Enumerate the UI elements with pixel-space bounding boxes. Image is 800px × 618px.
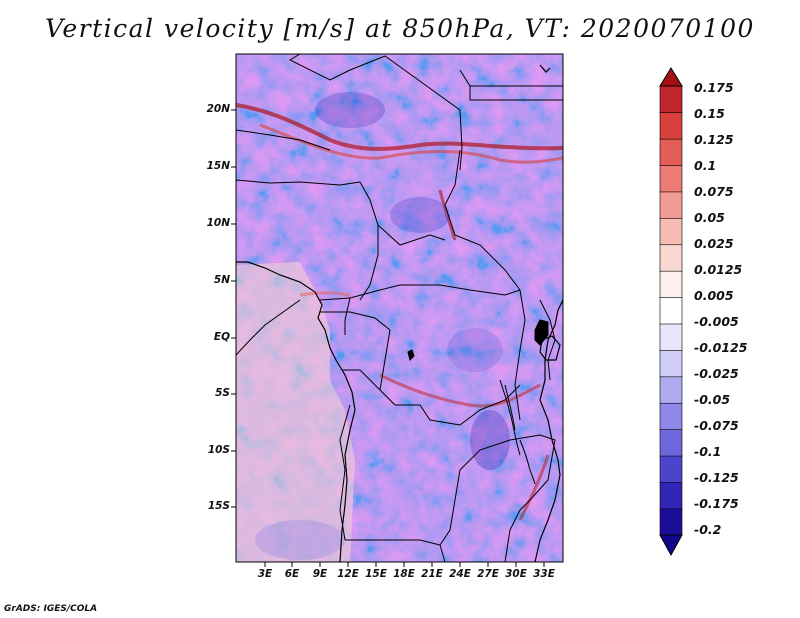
colorbar-segment <box>659 85 683 114</box>
y-tick-label-10n: 10N <box>206 217 230 229</box>
x-tick-label-12e: 12E <box>337 568 359 580</box>
colorbar-label: 0.125 <box>694 132 734 147</box>
colorbar-label: -0.005 <box>694 314 739 329</box>
colorbar-label: 0.175 <box>694 80 734 95</box>
y-tick-label-15s: 15S <box>207 500 230 512</box>
y-tick-label-20n: 20N <box>206 103 230 115</box>
colorbar-label: 0.15 <box>694 106 725 121</box>
colorbar-segment <box>659 164 683 193</box>
y-tick-label-5s: 5S <box>215 387 230 399</box>
map-plot-area <box>236 54 563 562</box>
colorbar-segment <box>659 402 683 430</box>
colorbar-segment <box>659 455 683 483</box>
colorbar-label: -0.125 <box>694 470 739 485</box>
x-tick-label-15e: 15E <box>365 568 387 580</box>
colorbar-segment <box>659 323 683 351</box>
colorbar-segment <box>659 296 683 325</box>
colorbar <box>659 67 683 557</box>
grads-credit: GrADS: IGES/COLA <box>4 604 98 614</box>
y-tick-label-15n: 15N <box>206 160 230 172</box>
x-tick-label-21e: 21E <box>421 568 443 580</box>
colorbar-segment <box>659 112 683 140</box>
colorbar-label: 0.05 <box>694 210 725 225</box>
colorbar-segment <box>659 217 683 246</box>
colorbar-segment <box>659 244 683 272</box>
x-tick-label-33e: 33E <box>533 568 555 580</box>
colorbar-label: 0.075 <box>694 184 734 199</box>
colorbar-segment <box>659 191 683 219</box>
colorbar-label: -0.05 <box>694 392 731 407</box>
colorbar-segment <box>659 508 683 536</box>
map-title: Vertical velocity [m/s] at 850hPa, VT: 2… <box>45 14 755 43</box>
y-tick-label-eq: EQ <box>213 331 230 343</box>
x-tick-label-3e: 3E <box>257 568 273 580</box>
colorbar-label: 0.1 <box>694 158 717 173</box>
x-tick-label-6e: 6E <box>284 568 300 580</box>
x-tick-label-9e: 9E <box>312 568 328 580</box>
colorbar-label: -0.025 <box>694 366 739 381</box>
colorbar-label: -0.2 <box>694 522 722 537</box>
colorbar-segment <box>659 270 683 298</box>
colorbar-segment <box>659 429 683 457</box>
x-tick-label-18e: 18E <box>393 568 415 580</box>
colorbar-label: -0.075 <box>694 418 739 433</box>
colorbar-segment <box>659 376 683 404</box>
y-tick-label-10s: 10S <box>207 444 230 456</box>
x-tick-label-27e: 27E <box>477 568 499 580</box>
colorbar-label: 0.0125 <box>694 262 743 277</box>
colorbar-segment <box>659 138 683 166</box>
colorbar-label: 0.005 <box>694 288 734 303</box>
colorbar-segment <box>659 481 683 510</box>
colorbar-label: -0.1 <box>694 444 722 459</box>
colorbar-label: 0.025 <box>694 236 734 251</box>
colorbar-segment <box>659 349 683 378</box>
colorbar-label: -0.175 <box>694 496 739 511</box>
x-tick-label-24e: 24E <box>449 568 471 580</box>
x-tick-label-30e: 30E <box>505 568 527 580</box>
colorbar-label: -0.0125 <box>694 340 748 355</box>
y-tick-label-5n: 5N <box>213 274 230 286</box>
plot-frame <box>235 53 564 563</box>
colorbar-top-arrow <box>659 67 683 87</box>
colorbar-bottom-arrow <box>659 534 683 557</box>
